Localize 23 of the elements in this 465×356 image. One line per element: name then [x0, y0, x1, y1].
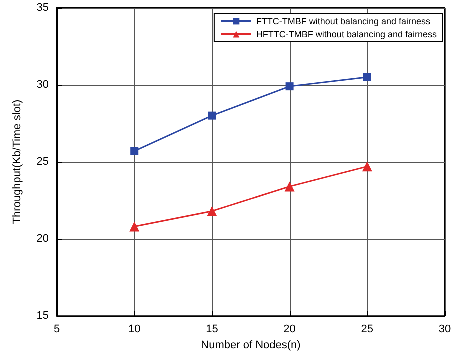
x-tick-label: 5 [54, 324, 60, 336]
y-tick-label: 35 [36, 2, 49, 14]
y-tick-label: 30 [36, 79, 49, 92]
x-tick-label: 20 [284, 324, 296, 336]
x-tick-label: 15 [206, 324, 218, 336]
x-tick-label: 10 [128, 324, 141, 336]
x-axis-title: Number of Nodes(n) [201, 340, 301, 352]
y-tick-label: 15 [36, 310, 49, 322]
y-tick-label: 25 [36, 156, 49, 168]
point [362, 162, 372, 172]
legend-label: HFTTC-TMBF without balancing and fairness [256, 30, 438, 40]
point [284, 182, 295, 192]
y-axis-title: Throughput(Kb/Time slot) [12, 100, 24, 224]
point [130, 222, 140, 232]
x-tick-label: 25 [361, 324, 374, 336]
point [207, 206, 218, 216]
point [130, 147, 139, 156]
y-tick-label: 20 [36, 233, 49, 246]
point [363, 73, 372, 82]
point [208, 112, 216, 120]
point [286, 82, 294, 91]
legend-label: FTTC-TMBF without balancing and fairness [256, 16, 431, 26]
x-tick-label: 30 [438, 324, 452, 336]
